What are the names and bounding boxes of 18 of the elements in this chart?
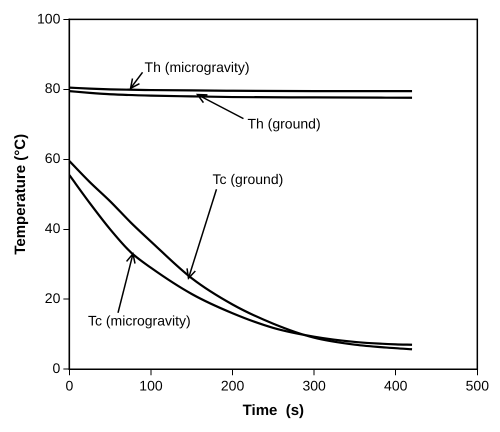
annotation: Th (microgravity) bbox=[144, 59, 250, 76]
x-tick-label: 500 bbox=[466, 377, 490, 394]
annotation: Tc (microgravity) bbox=[88, 312, 191, 329]
y-tick-label: 40 bbox=[44, 220, 61, 236]
x-tick-label: 300 bbox=[302, 377, 326, 394]
y-tick-label: 60 bbox=[44, 150, 61, 166]
y-tick-label: 80 bbox=[44, 80, 61, 96]
y-tick-label: 0 bbox=[52, 360, 61, 376]
x-tick-label: 100 bbox=[139, 377, 163, 394]
x-tick-label: 400 bbox=[384, 377, 408, 394]
y-tick-label: 100 bbox=[37, 10, 61, 26]
x-axis-title: Time (s) bbox=[242, 402, 304, 420]
y-axis-title: Temperature (°C) bbox=[12, 134, 30, 255]
x-tick-label: 200 bbox=[220, 377, 244, 394]
annotation: Tc (ground) bbox=[212, 171, 284, 188]
annotation: Th (ground) bbox=[247, 115, 321, 132]
x-tick-label: 0 bbox=[65, 377, 74, 394]
y-tick-label: 20 bbox=[44, 290, 61, 306]
